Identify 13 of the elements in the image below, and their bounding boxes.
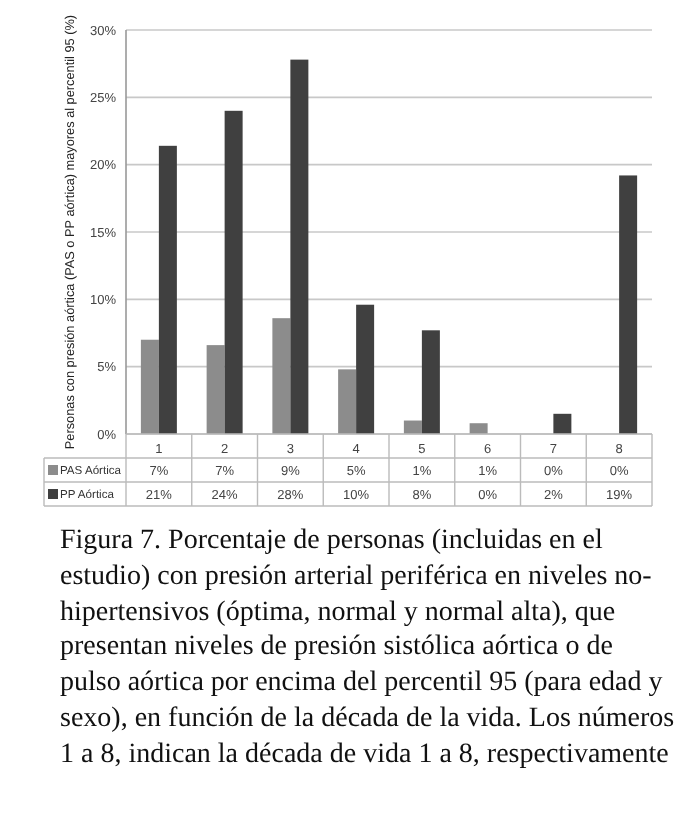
text: Figura 7. Porcentaje de personas (incluidas en el estudio) con presión arterial periférica en niveles no-hipertensivos (óptima, normal y normal alta), que presentan niveles de presión sistólica aórtica o de pulso aórtica por encima del percentil 95 (para edad y sexo), en función de la década de la vida. Los números 1 a 8, indican la década de vida 1 a 8, respectivamente <box>60 524 677 774</box>
bar <box>158 145 177 434</box>
bar <box>619 175 638 434</box>
bar <box>140 339 159 434</box>
bar <box>356 304 375 434</box>
bar <box>469 423 488 434</box>
bar <box>224 110 243 434</box>
bar <box>272 318 291 434</box>
bar <box>206 345 225 434</box>
bar <box>421 330 440 434</box>
bar <box>553 413 572 434</box>
bar <box>290 59 309 434</box>
bar <box>338 369 357 434</box>
